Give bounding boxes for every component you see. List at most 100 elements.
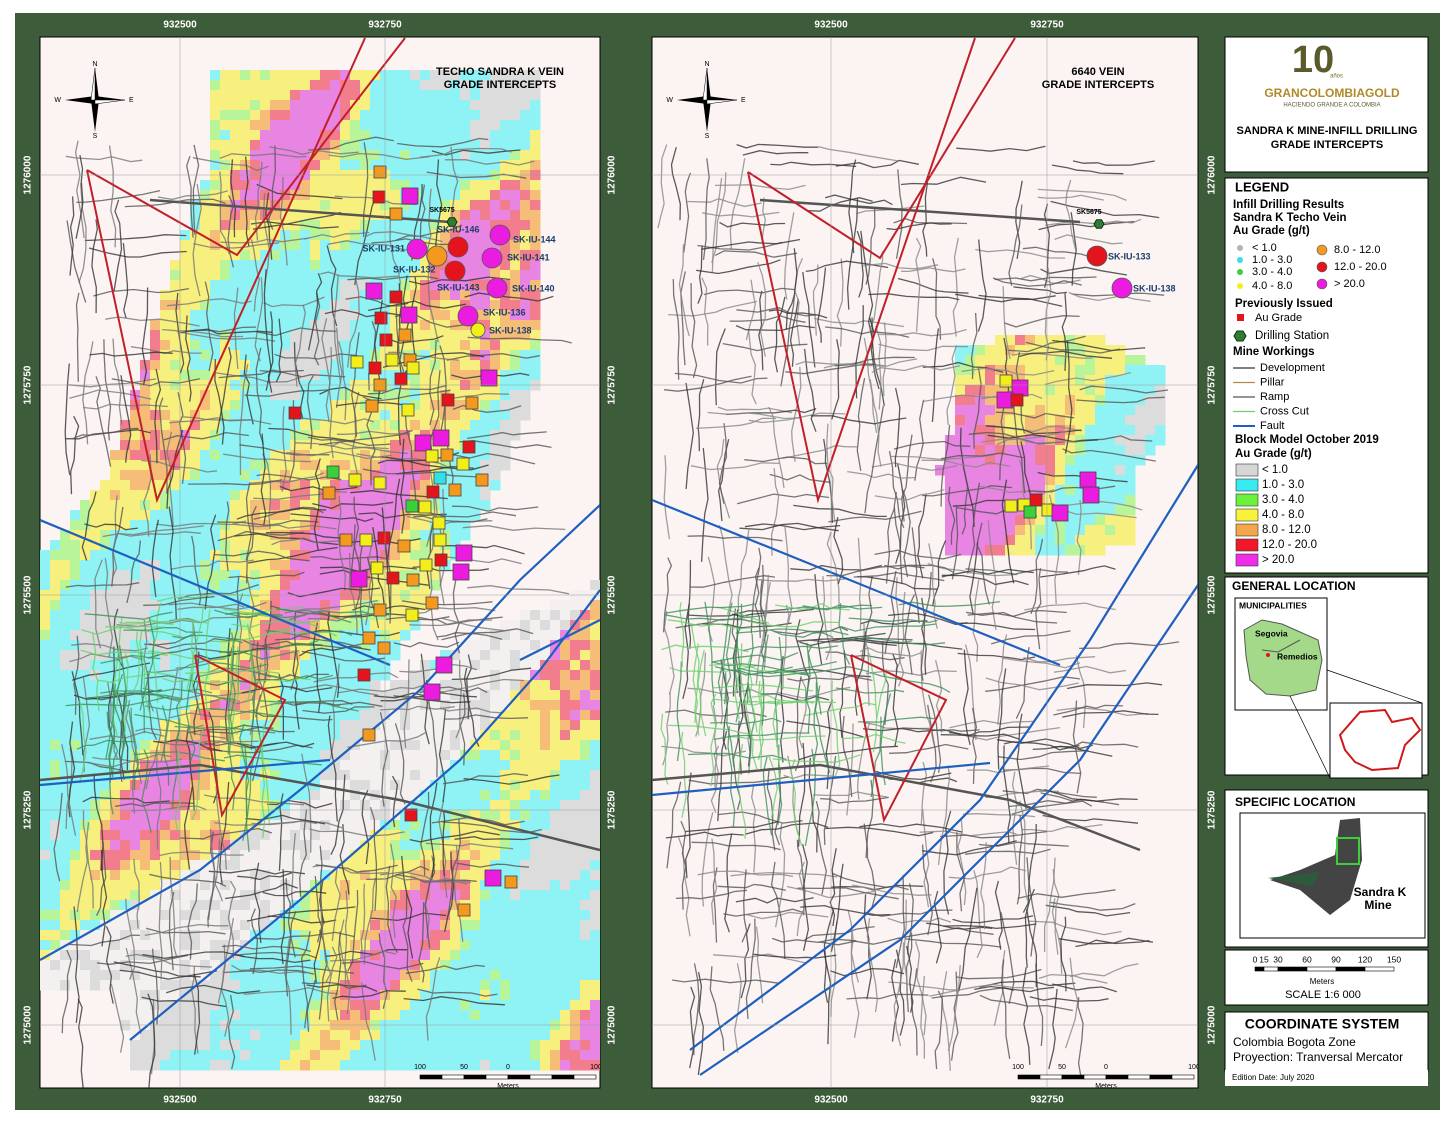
block-cell xyxy=(430,980,441,991)
block-cell xyxy=(280,1000,291,1011)
block-cell xyxy=(270,860,281,871)
block-cell xyxy=(230,510,241,521)
block-cell xyxy=(500,710,511,721)
block-cell xyxy=(190,1040,201,1051)
block-cell xyxy=(360,100,371,111)
block-cell xyxy=(490,900,501,911)
block-cell xyxy=(270,960,281,971)
block-cell xyxy=(470,120,481,131)
block-cell xyxy=(580,760,591,771)
block-cell xyxy=(460,160,471,171)
block-cell xyxy=(370,950,381,961)
block-cell xyxy=(340,180,351,191)
block-cell xyxy=(340,430,351,441)
block-cell xyxy=(510,910,521,921)
block-cell xyxy=(210,120,221,131)
block-cell xyxy=(140,570,151,581)
block-cell xyxy=(580,860,591,871)
block-cell xyxy=(420,530,431,541)
block-cell xyxy=(180,330,191,341)
block-cell xyxy=(360,700,371,711)
block-cell xyxy=(250,550,261,561)
block-cell xyxy=(570,720,581,731)
block-cell xyxy=(220,420,231,431)
block-cell xyxy=(170,440,181,451)
block-cell xyxy=(150,330,161,341)
block-cell xyxy=(570,950,581,961)
block-cell xyxy=(200,270,211,281)
block-cell xyxy=(280,230,291,241)
block-cell xyxy=(520,180,531,191)
block-cell xyxy=(390,1000,401,1011)
block-cell xyxy=(290,490,301,501)
block-cell xyxy=(200,320,211,331)
block-cell xyxy=(170,340,181,351)
block-cell xyxy=(250,1030,261,1041)
block-cell xyxy=(520,320,531,331)
block-cell xyxy=(130,550,141,561)
block-cell xyxy=(350,780,361,791)
block-cell xyxy=(190,460,201,471)
block-cell xyxy=(540,720,551,731)
block-cell xyxy=(550,900,561,911)
mine-working xyxy=(105,316,200,327)
block-cell xyxy=(110,780,121,791)
block-cell xyxy=(330,460,341,471)
block-cell xyxy=(270,540,281,551)
block-cell xyxy=(310,670,321,681)
block-cell xyxy=(540,790,551,801)
block-cell xyxy=(560,770,571,781)
mine-working xyxy=(162,328,244,338)
block-cell xyxy=(180,790,191,801)
block-cell xyxy=(90,930,101,941)
block-cell xyxy=(140,1030,151,1041)
mine-working xyxy=(147,993,156,1088)
block-cell xyxy=(400,220,411,231)
block-cell xyxy=(450,330,461,341)
block-cell xyxy=(160,660,171,671)
mine-working xyxy=(176,330,276,342)
mine-working xyxy=(279,485,358,492)
block-cell xyxy=(50,890,61,901)
block-cell xyxy=(250,430,261,441)
block-cell xyxy=(60,830,71,841)
block-cell xyxy=(430,990,441,1001)
block-cell xyxy=(300,740,311,751)
block-cell xyxy=(580,1000,591,1011)
block-cell xyxy=(220,760,231,771)
block-cell xyxy=(300,570,311,581)
mine-working xyxy=(330,774,346,855)
mine-working xyxy=(65,582,140,588)
block-cell xyxy=(590,770,600,781)
block-cell xyxy=(210,730,221,741)
mine-working xyxy=(269,146,359,156)
block-cell xyxy=(250,710,261,721)
block-cell xyxy=(440,190,451,201)
block-cell xyxy=(330,610,341,621)
block-cell xyxy=(200,420,211,431)
mine-working xyxy=(247,546,338,564)
block-cell xyxy=(460,980,471,991)
block-cell xyxy=(110,980,121,991)
block-cell xyxy=(80,540,91,551)
block-cell xyxy=(40,820,51,831)
mine-working xyxy=(295,442,389,450)
block-cell xyxy=(40,860,51,871)
block-cell xyxy=(250,1040,261,1051)
block-cell xyxy=(160,370,171,381)
block-cell xyxy=(60,800,71,811)
block-cell xyxy=(220,900,231,911)
block-cell xyxy=(390,70,401,81)
block-cell xyxy=(480,770,491,781)
block-cell xyxy=(250,490,261,501)
block-cell xyxy=(270,190,281,201)
mine-working xyxy=(112,338,123,425)
block-cell xyxy=(70,770,81,781)
block-cell xyxy=(340,500,351,511)
block-cell xyxy=(190,370,201,381)
block-cell xyxy=(580,1060,591,1071)
block-cell xyxy=(400,520,411,531)
block-cell xyxy=(420,370,431,381)
block-cell xyxy=(410,950,421,961)
block-cell xyxy=(490,160,501,171)
